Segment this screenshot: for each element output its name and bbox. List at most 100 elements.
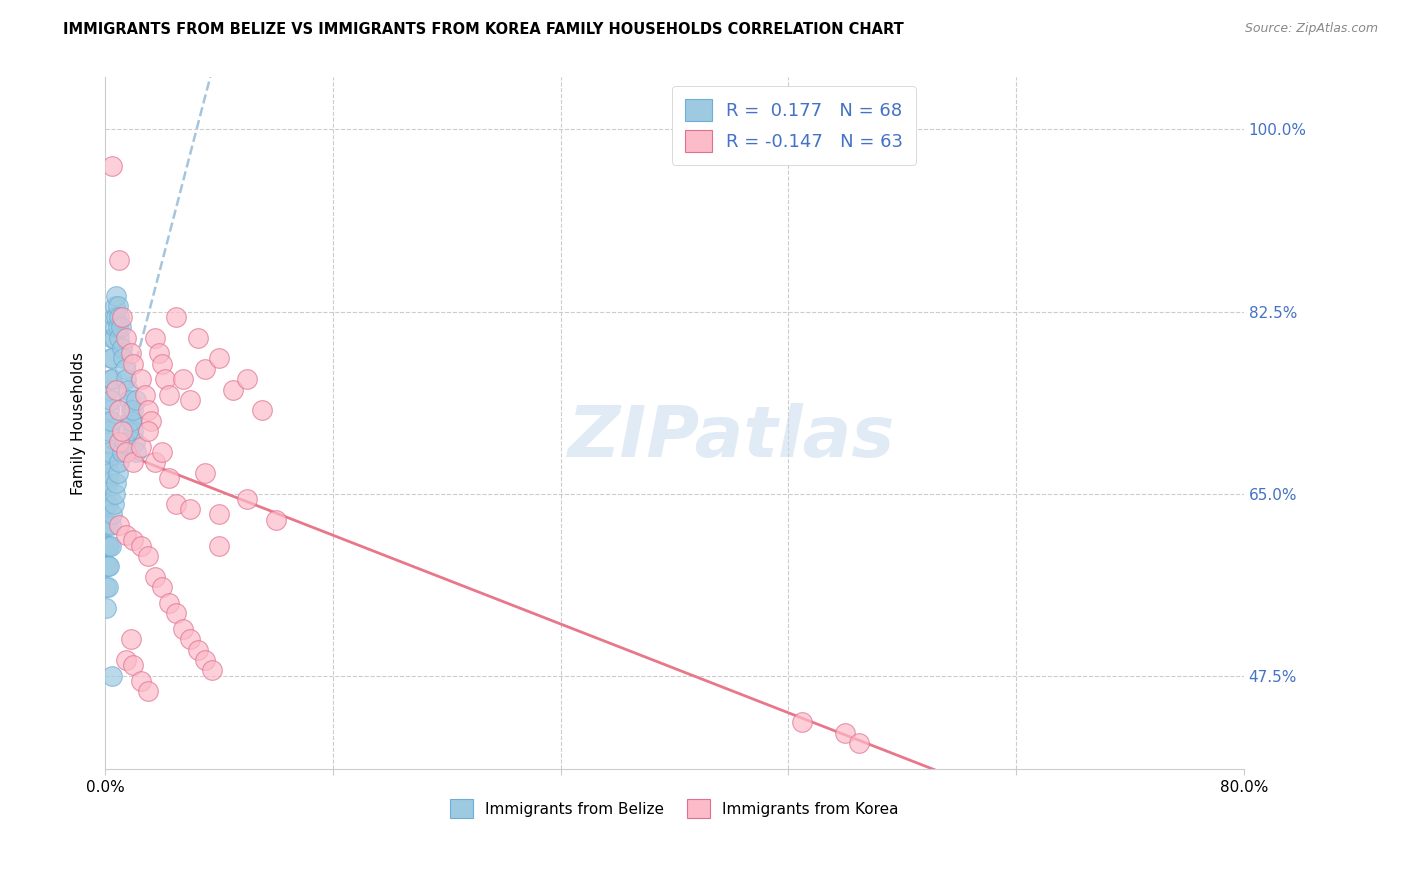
Point <box>208 351 231 366</box>
Point <box>120 403 142 417</box>
Point <box>98 559 121 574</box>
Point <box>122 658 145 673</box>
Point <box>96 517 118 532</box>
Point <box>107 299 129 313</box>
Point <box>143 330 166 344</box>
Point <box>179 502 201 516</box>
Point <box>101 330 124 344</box>
Point <box>96 476 118 491</box>
Point <box>101 351 124 366</box>
Point <box>157 596 180 610</box>
Point <box>201 664 224 678</box>
Point <box>134 388 156 402</box>
Point <box>120 414 142 428</box>
Point <box>115 330 138 344</box>
Point <box>108 517 131 532</box>
Point <box>129 673 152 688</box>
Point <box>108 434 131 449</box>
Point <box>136 549 159 563</box>
Y-axis label: Family Households: Family Households <box>72 351 86 495</box>
Point <box>150 357 173 371</box>
Point <box>98 466 121 480</box>
Point <box>157 471 180 485</box>
Point <box>97 455 120 469</box>
Point <box>179 632 201 647</box>
Point <box>222 383 245 397</box>
Point <box>105 476 128 491</box>
Point <box>194 466 217 480</box>
Point <box>129 372 152 386</box>
Point <box>136 684 159 698</box>
Point <box>208 508 231 522</box>
Point <box>97 414 120 428</box>
Point <box>114 361 136 376</box>
Point <box>103 497 125 511</box>
Point <box>143 570 166 584</box>
Point <box>104 320 127 334</box>
Point <box>105 289 128 303</box>
Point <box>108 330 131 344</box>
Text: ZIPatlas: ZIPatlas <box>568 402 896 472</box>
Point <box>111 310 134 324</box>
Point <box>98 539 121 553</box>
Point <box>122 424 145 438</box>
Point <box>100 392 122 407</box>
Point <box>150 445 173 459</box>
Point <box>96 580 118 594</box>
Point <box>97 434 120 449</box>
Point <box>250 403 273 417</box>
Point <box>122 357 145 371</box>
Point <box>165 606 187 620</box>
Point <box>186 642 208 657</box>
Point <box>108 455 131 469</box>
Point <box>97 539 120 553</box>
Point <box>118 392 141 407</box>
Point <box>129 539 152 553</box>
Point <box>96 559 118 574</box>
Point <box>97 517 120 532</box>
Point <box>114 434 136 449</box>
Point <box>179 392 201 407</box>
Point <box>100 414 122 428</box>
Point <box>139 414 162 428</box>
Point <box>97 497 120 511</box>
Point <box>100 517 122 532</box>
Point <box>122 455 145 469</box>
Point <box>136 403 159 417</box>
Point <box>96 455 118 469</box>
Point <box>100 539 122 553</box>
Point <box>115 528 138 542</box>
Point <box>148 346 170 360</box>
Point <box>143 455 166 469</box>
Point <box>101 668 124 682</box>
Point <box>100 351 122 366</box>
Point <box>157 388 180 402</box>
Point <box>122 533 145 548</box>
Point <box>165 497 187 511</box>
Point <box>111 341 134 355</box>
Text: IMMIGRANTS FROM BELIZE VS IMMIGRANTS FROM KOREA FAMILY HOUSEHOLDS CORRELATION CH: IMMIGRANTS FROM BELIZE VS IMMIGRANTS FRO… <box>63 22 904 37</box>
Point <box>172 622 194 636</box>
Point <box>103 310 125 324</box>
Point <box>108 252 131 267</box>
Point <box>115 445 138 459</box>
Point <box>98 445 121 459</box>
Point <box>129 440 152 454</box>
Point <box>97 580 120 594</box>
Point <box>100 372 122 386</box>
Point <box>120 632 142 647</box>
Point <box>96 601 118 615</box>
Point <box>101 372 124 386</box>
Point <box>107 466 129 480</box>
Point <box>236 372 259 386</box>
Point <box>834 726 856 740</box>
Point <box>107 320 129 334</box>
Point <box>125 392 148 407</box>
Point <box>165 310 187 324</box>
Point <box>104 299 127 313</box>
Point <box>97 476 120 491</box>
Point <box>98 424 121 438</box>
Point <box>136 424 159 438</box>
Point <box>110 320 132 334</box>
Point <box>98 383 121 397</box>
